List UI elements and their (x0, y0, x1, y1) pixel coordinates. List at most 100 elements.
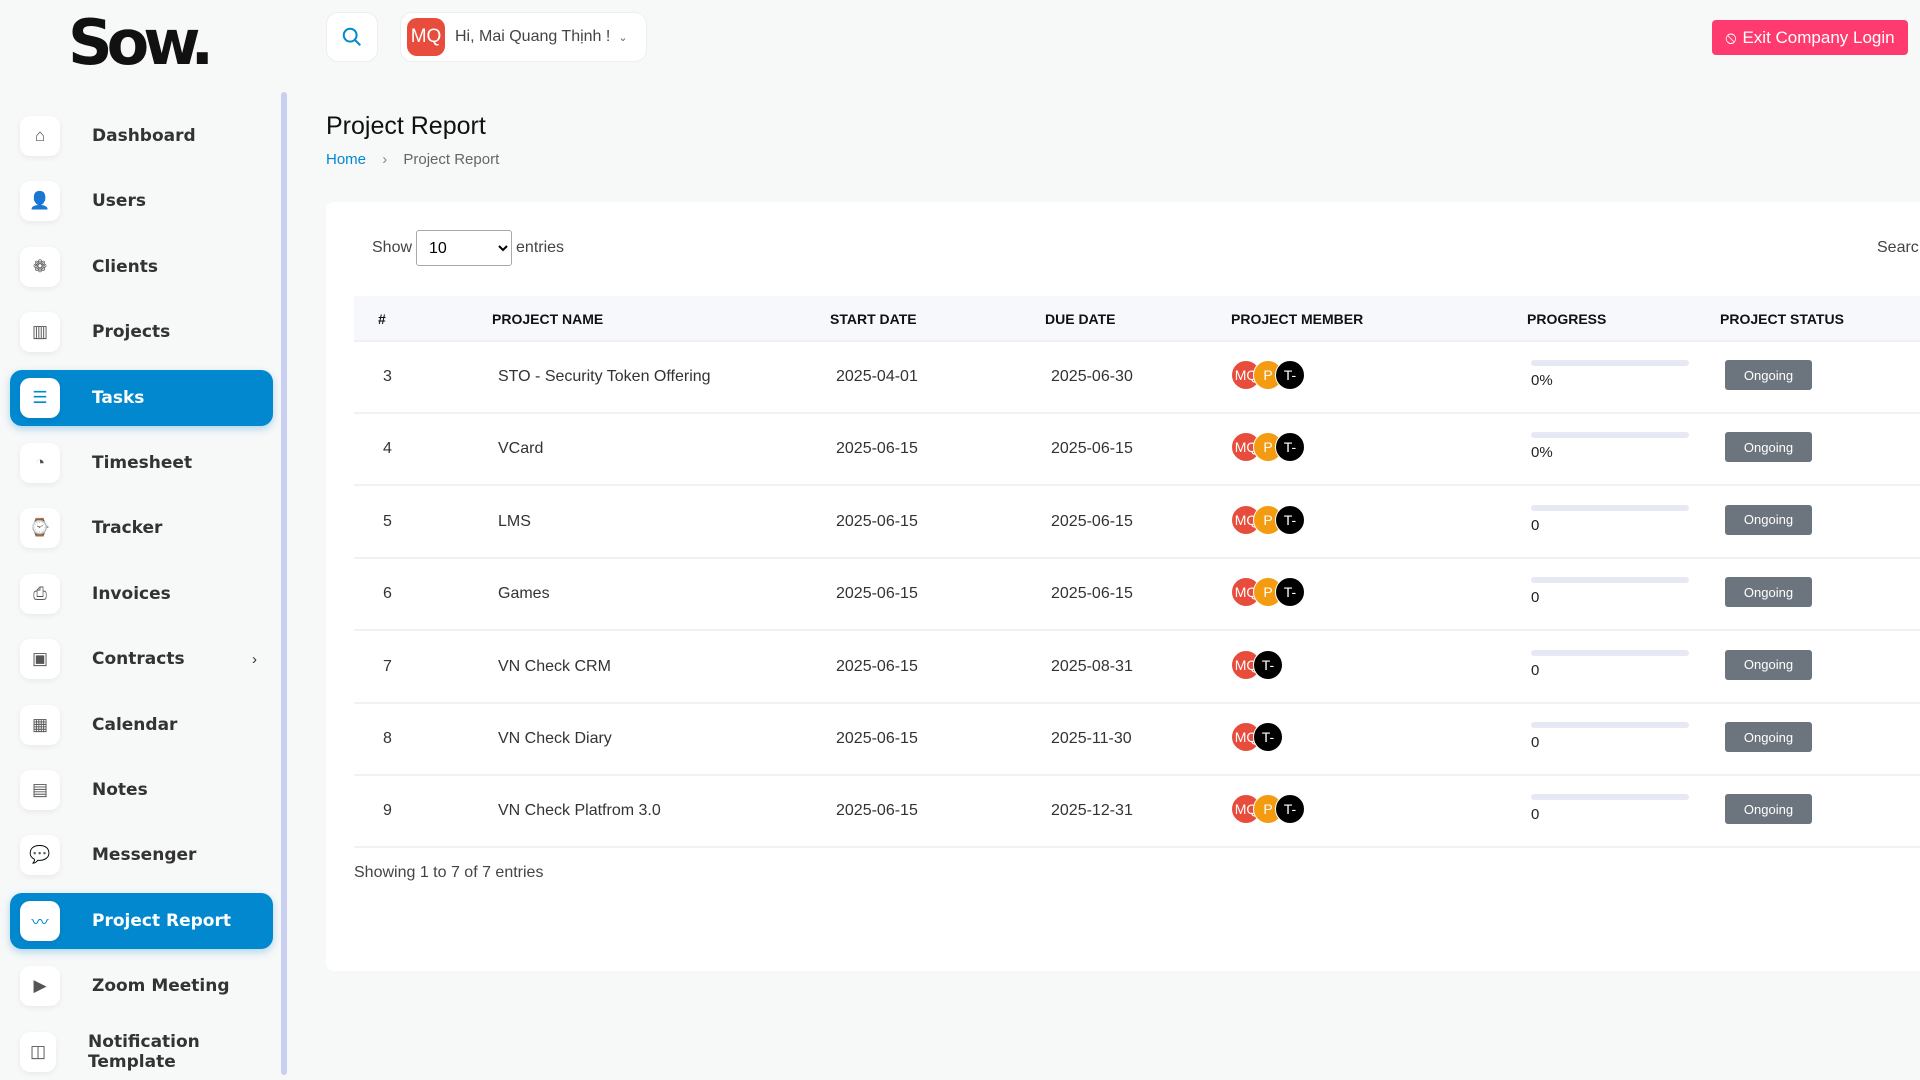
status-badge: Ongoing (1725, 794, 1812, 825)
member-avatars: MQ P T- (1231, 794, 1305, 825)
sidebar-scrollbar[interactable] (281, 92, 287, 1075)
status-badge: Ongoing (1725, 504, 1812, 535)
cell-project-name: Games (498, 585, 550, 603)
status-badge: Ongoing (1725, 360, 1812, 390)
sidebar-item-label: Timesheet (92, 453, 193, 473)
projects-icon: ▥ (20, 312, 60, 353)
progress-bar (1531, 577, 1689, 584)
cell-id: 9 (383, 802, 392, 820)
progress-bar (1531, 794, 1689, 801)
col-due-date[interactable]: DUE DATE (1045, 311, 1116, 327)
save-icon: ▣ (20, 639, 60, 680)
clients-icon: ❁ (20, 246, 60, 287)
sidebar-item-label: Tasks (92, 387, 145, 408)
cell-start-date: 2025-04-01 (836, 368, 918, 385)
notification-icon: ◫ (20, 1031, 57, 1072)
cell-project-name: LMS (498, 512, 531, 530)
logo[interactable]: Sow. (68, 6, 214, 79)
clipboard-icon: ▤ (20, 770, 60, 810)
sidebar-item-label: Calendar (92, 714, 178, 735)
col-start-date[interactable]: START DATE (830, 311, 917, 327)
sidebar-item-users[interactable]: 👤 Users (10, 173, 273, 229)
member-avatar[interactable]: T- (1275, 504, 1305, 535)
sidebar-item-dashboard[interactable]: ⌂ Dashboard (10, 108, 273, 164)
chat-icon: 💬 (20, 835, 60, 876)
cell-start-date: 2025-06-15 (836, 802, 918, 820)
chevron-right-icon: › (382, 151, 388, 168)
sidebar-item-projects[interactable]: ▥ Projects (10, 304, 273, 360)
member-avatar[interactable]: T- (1253, 722, 1283, 752)
col-progress[interactable]: PROGRESS (1527, 311, 1607, 327)
col-id[interactable]: # (378, 311, 386, 327)
video-icon: ▶ (20, 966, 60, 1007)
cell-id: 5 (383, 512, 392, 530)
member-avatar[interactable]: T- (1275, 577, 1305, 608)
chevron-right-icon: › (252, 650, 257, 668)
cell-id: 4 (383, 440, 392, 458)
member-avatars: MQ P T- (1231, 432, 1305, 463)
sidebar-item-tracker[interactable]: ⌚ Tracker (10, 500, 273, 556)
member-avatar[interactable]: T- (1275, 794, 1305, 825)
sidebar-item-project-report[interactable]: 〰 Project Report (10, 892, 273, 949)
sidebar-item-tasks[interactable]: ☰ Tasks (10, 369, 273, 426)
cell-id: 7 (383, 657, 392, 675)
breadcrumb-current: Project Report (403, 151, 500, 168)
exit-label: Exit Company Login (1742, 27, 1895, 47)
progress-label: 0 (1531, 516, 1540, 534)
progress-bar (1531, 504, 1689, 511)
breadcrumb-home[interactable]: Home (326, 151, 367, 168)
cell-start-date: 2025-06-15 (836, 440, 918, 458)
sidebar-item-calendar[interactable]: ▦ Calendar (10, 697, 273, 753)
chevron-down-icon: ⌄ (618, 31, 628, 44)
table-row: 5 LMS 2025-06-15 2025-06-15 MQ P T- 0 Ongo… (354, 487, 1920, 559)
sidebar-item-invoices[interactable]: ⎙ Invoices (10, 566, 273, 622)
member-avatar[interactable]: T- (1275, 432, 1305, 463)
sidebar-item-notes[interactable]: ▤ Notes (10, 762, 273, 818)
sidebar-item-notification-template[interactable]: ◫ Notification Template (10, 1024, 273, 1080)
cell-project-name: VCard (498, 440, 544, 458)
progress-label: 0% (1531, 372, 1553, 389)
user-icon: 👤 (20, 181, 60, 222)
cell-id: 8 (383, 730, 392, 747)
sidebar-item-messenger[interactable]: 💬 Messenger (10, 827, 273, 883)
cell-start-date: 2025-06-15 (836, 657, 918, 675)
breadcrumb: Home › Project Report (326, 151, 499, 168)
progress-label: 0% (1531, 444, 1553, 462)
status-badge: Ongoing (1725, 432, 1812, 463)
cell-id: 6 (383, 585, 392, 603)
cell-due-date: 2025-08-31 (1051, 657, 1133, 675)
watch-icon: ⌚ (20, 508, 60, 549)
cell-start-date: 2025-06-15 (836, 730, 918, 747)
sidebar-item-timesheet[interactable]: ◔ Timesheet (10, 435, 273, 491)
cell-due-date: 2025-06-15 (1051, 440, 1133, 458)
chart-icon: 〰 (20, 900, 60, 941)
ban-icon: ⦸ (1725, 27, 1737, 47)
clock-icon: ◔ (20, 443, 60, 483)
cell-start-date: 2025-06-15 (836, 512, 918, 530)
member-avatar[interactable]: T- (1253, 649, 1283, 680)
progress-bar (1531, 432, 1689, 439)
sidebar-item-label: Tracker (92, 518, 163, 539)
cell-project-name: VN Check Diary (498, 730, 612, 747)
sidebar-item-label: Contracts (92, 649, 185, 670)
col-project-name[interactable]: PROJECT NAME (492, 311, 604, 327)
sidebar-item-contracts[interactable]: ▣ Contracts › (10, 631, 273, 687)
sidebar-item-clients[interactable]: ❁ Clients (10, 239, 273, 295)
search-button[interactable] (326, 12, 378, 62)
col-project-member[interactable]: PROJECT MEMBER (1231, 311, 1364, 327)
page-size-select[interactable]: 10 (416, 230, 513, 266)
table-row: 4 VCard 2025-06-15 2025-06-15 MQ P T- 0% O… (354, 414, 1920, 487)
search-icon (342, 27, 361, 46)
exit-company-login-button[interactable]: ⦸ Exit Company Login (1712, 20, 1908, 55)
sidebar-item-label: Projects (92, 322, 171, 343)
member-avatars: MQ P T- (1231, 577, 1305, 608)
user-menu[interactable]: MQ Hi, Mai Quang Thịnh ! ⌄ (400, 12, 647, 62)
status-badge: Ongoing (1725, 722, 1812, 752)
member-avatar[interactable]: T- (1275, 360, 1305, 390)
sidebar-item-label: Zoom Meeting (92, 976, 230, 997)
cell-due-date: 2025-11-30 (1051, 730, 1132, 747)
list-icon: ☰ (20, 377, 60, 418)
col-project-status[interactable]: PROJECT STATUS (1720, 311, 1844, 327)
printer-icon: ⎙ (20, 573, 60, 614)
sidebar-item-zoom-meeting[interactable]: ▶ Zoom Meeting (10, 958, 273, 1014)
